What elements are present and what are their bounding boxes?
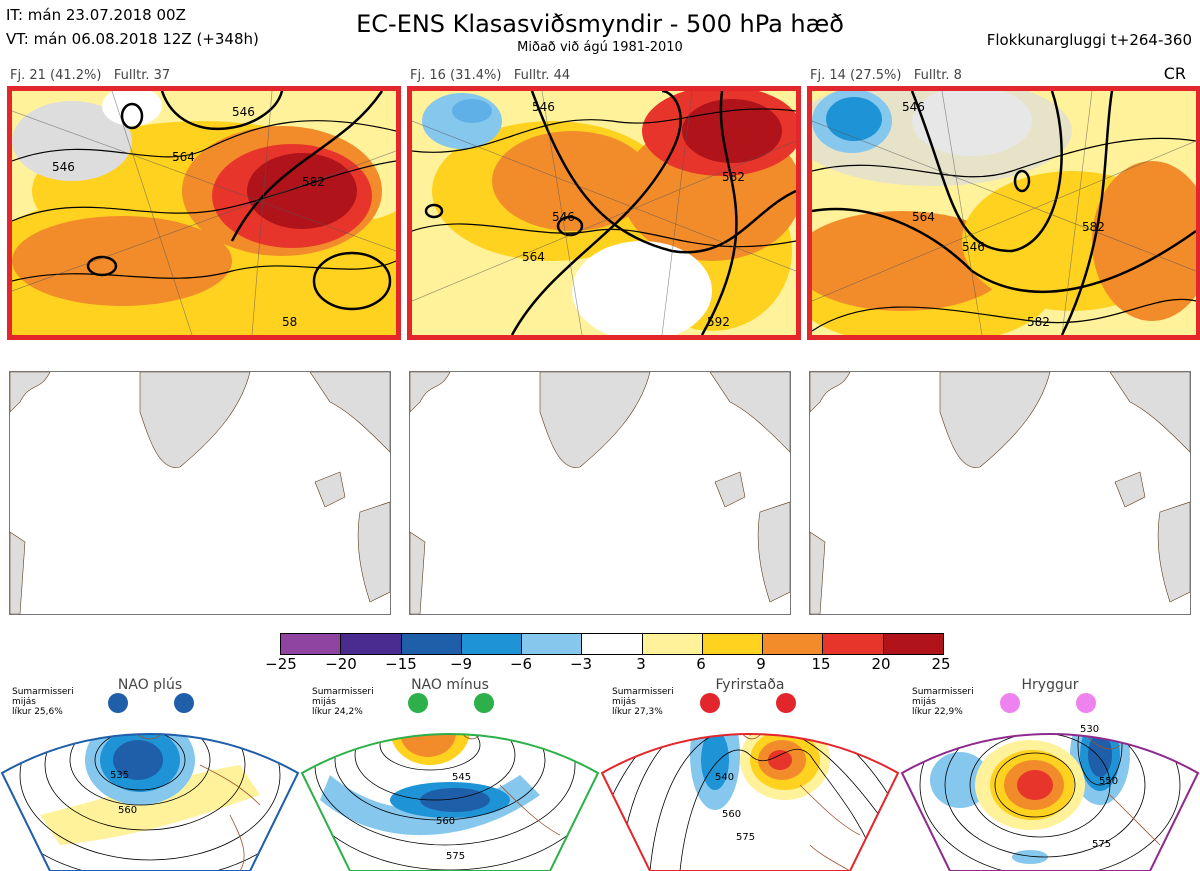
contour-label: 546: [532, 100, 555, 114]
regime-info: Sumarmisseri mijás líkur 22,9%: [912, 687, 974, 717]
colorbar-tick-label: −9: [449, 655, 473, 673]
contour-label: 546: [902, 100, 925, 114]
contour-label: 592: [707, 315, 730, 329]
initial-time: IT: mán 23.07.2018 00Z: [6, 6, 186, 24]
colorbar-swatch: [642, 634, 703, 654]
colorbar-swatch: [522, 634, 583, 654]
colorbar-swatch: [281, 634, 342, 654]
contour-label: 564: [522, 250, 545, 264]
contour-label: 58: [282, 315, 297, 329]
cluster-1-map: 546 564 582 546 58: [7, 86, 401, 340]
cluster-3-map: 546 546 564 582 582: [807, 86, 1200, 340]
contour-label: 564: [912, 210, 935, 224]
regime-info: Sumarmisseri mijás líkur 25,6%: [12, 687, 74, 717]
colorbar-swatch: [582, 634, 643, 654]
colorbar: [280, 633, 944, 655]
colorbar-swatch: [341, 634, 402, 654]
colorbar-tick-label: 6: [696, 655, 706, 673]
cluster-2-label: Fj. 16 (31.4%) Fulltr. 44: [410, 68, 571, 83]
colorbar-swatch: [763, 634, 824, 654]
regime-info-text: Sumarmisseri mijás líkur 25,6%: [12, 687, 74, 717]
regime-contour-label: 575: [1092, 839, 1111, 850]
regime-contour-label: 575: [446, 851, 465, 862]
colorbar-tick-label: −15: [385, 655, 417, 673]
regime-info-text: Sumarmisseri mijás líkur 22,9%: [912, 687, 974, 717]
contour-label: 582: [302, 175, 325, 189]
regime-info: Sumarmisseri mijás líkur 24,2%: [312, 687, 374, 717]
contour-label: 546: [52, 160, 75, 174]
contour-label: 546: [232, 105, 255, 119]
regime-name: NAO plús: [117, 677, 183, 693]
contour-label: 546: [962, 240, 985, 254]
regime-contour-label: 560: [118, 805, 137, 816]
colorbar-tick-label: 25: [931, 655, 951, 673]
regime-nao-minus: 545 560 575 NAO mínus Sumarmisseri mijás…: [300, 675, 600, 871]
regime-contour-label: 575: [736, 832, 755, 843]
regime-contour-label: 545: [452, 772, 471, 783]
cluster-2-map: 546 546 564 582 592: [407, 86, 801, 340]
empty-map-3: [809, 371, 1191, 615]
contour-label: 582: [1027, 315, 1050, 329]
code-label: CR: [1163, 64, 1186, 83]
contour-label: 546: [552, 210, 575, 224]
colorbar-tick-label: 3: [636, 655, 646, 673]
regime-contour-label: 560: [722, 809, 741, 820]
colorbar-swatch: [883, 634, 943, 654]
regime-info-text: Sumarmisseri mijás líkur 27,3%: [612, 687, 674, 717]
regime-info-text: Sumarmisseri mijás líkur 24,2%: [312, 687, 374, 717]
empty-map-1: [9, 371, 391, 615]
empty-map-2: [409, 371, 791, 615]
colorbar-tick-label: −25: [265, 655, 297, 673]
colorbar-tick-label: −6: [509, 655, 533, 673]
colorbar-swatch: [401, 634, 462, 654]
colorbar-tick-label: 20: [871, 655, 891, 673]
regime-name: Hryggur: [1021, 677, 1079, 693]
page-title: EC-ENS Klasasviðsmyndir - 500 hPa hæð: [356, 10, 844, 38]
regime-info: Sumarmisseri mijás líkur 27,3%: [612, 687, 674, 717]
regime-ridge: 530 550 575 Hryggur Sumarmisseri mijás l…: [900, 675, 1200, 871]
colorbar-tick-label: −3: [569, 655, 593, 673]
colorbar-swatch: [823, 634, 884, 654]
contour-label: 582: [722, 170, 745, 184]
colorbar-swatch: [702, 634, 764, 654]
contour-label: 582: [1082, 220, 1105, 234]
regime-name: Fyrirstaða: [715, 677, 785, 693]
contour-label: 564: [172, 150, 195, 164]
colorbar-tick-label: 15: [811, 655, 831, 673]
regime-nao-plus: 535 560 NAO plús Sumarmisseri mijás líku…: [0, 675, 300, 871]
colorbar-swatch: [461, 634, 523, 654]
page-subtitle: Miðað við ágú 1981-2010: [517, 40, 683, 55]
regime-blocking: 540 560 575 Fyrirstaða Sumarmisseri mijá…: [600, 675, 900, 871]
classification-window: Flokkunargluggi t+264-360: [986, 31, 1192, 49]
colorbar-tick-label: 9: [756, 655, 766, 673]
valid-time: VT: mán 06.08.2018 12Z (+348h): [6, 30, 259, 48]
regime-contour-label: 550: [1099, 776, 1118, 787]
regime-contour-label: 530: [1080, 724, 1099, 735]
colorbar-tick-label: −20: [325, 655, 357, 673]
cluster-1-label: Fj. 21 (41.2%) Fulltr. 37: [10, 68, 171, 83]
cluster-3-label: Fj. 14 (27.5%) Fulltr. 8: [810, 68, 962, 83]
regime-name: NAO mínus: [411, 677, 489, 693]
regime-contour-label: 535: [110, 770, 129, 781]
regime-contour-label: 560: [436, 816, 455, 827]
regime-contour-label: 540: [715, 772, 734, 783]
